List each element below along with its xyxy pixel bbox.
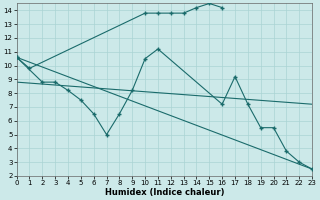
X-axis label: Humidex (Indice chaleur): Humidex (Indice chaleur) [105, 188, 224, 197]
